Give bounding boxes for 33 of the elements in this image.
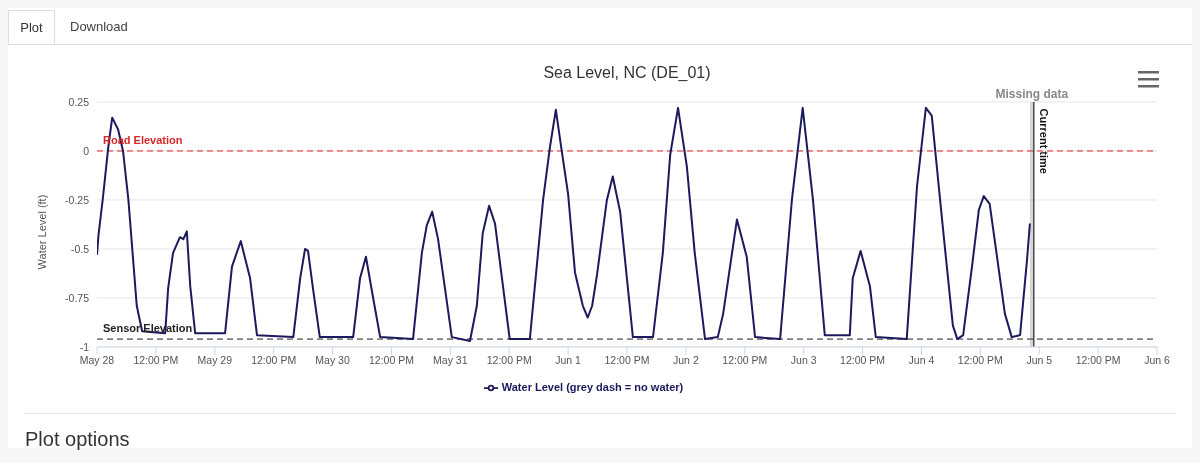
x-tick-label: Jun 3: [790, 354, 817, 367]
x-tick-label: 12:00 PM: [722, 354, 768, 367]
x-tick-label: Jun 5: [1026, 354, 1053, 367]
ref-line-label: Current time: [1038, 108, 1051, 174]
chart-title: Sea Level, NC (DE_01): [542, 64, 712, 82]
x-tick-label: May 30: [315, 354, 350, 367]
y-tick-label: -0.25: [65, 193, 90, 206]
text: Download: [70, 18, 128, 36]
y-tick-label: 0.25: [68, 95, 90, 108]
x-tick-label: Jun 2: [673, 354, 699, 367]
x-tick-label: 12:00 PM: [368, 354, 414, 367]
x-tick-label: 12:00 PM: [486, 354, 532, 367]
x-tick-label: May 31: [433, 354, 468, 367]
text: Plot: [8, 10, 55, 44]
legend-label: Water Level (grey dash = no water): [501, 380, 684, 393]
text: Plot options: [25, 428, 130, 451]
x-tick-label: 12:00 PM: [251, 354, 297, 367]
x-tick-label: 12:00 PM: [604, 354, 650, 367]
band-label: Missing data: [995, 87, 1069, 101]
y-axis-title: Water Level (ft): [35, 194, 48, 270]
y-tick-label: 0: [83, 144, 90, 157]
x-tick-label: Jun 6: [1144, 354, 1170, 367]
x-tick-label: 12:00 PM: [133, 354, 179, 367]
x-tick-label: 12:00 PM: [1075, 354, 1121, 367]
y-tick-label: -1: [79, 340, 90, 353]
x-tick-label: May 29: [197, 354, 233, 367]
x-tick-label: 12:00 PM: [840, 354, 886, 367]
x-tick-label: Jun 1: [555, 354, 582, 367]
x-tick-label: Jun 4: [908, 354, 935, 367]
x-tick-label: 12:00 PM: [957, 354, 1003, 367]
x-tick-label: May 28: [79, 354, 115, 367]
y-tick-label: -0.5: [70, 242, 90, 255]
y-tick-label: -0.75: [65, 291, 90, 304]
